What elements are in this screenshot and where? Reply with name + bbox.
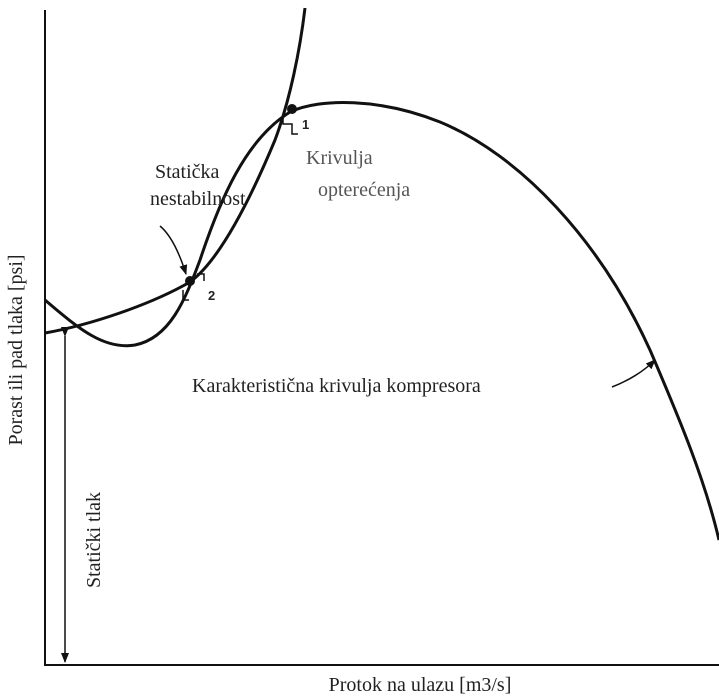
x-axis-label: Protok na ulazu [m3/s]: [329, 674, 512, 696]
marker-2: [182, 273, 205, 301]
compressor-curve: [44, 101, 719, 541]
instability-label: Statička: [155, 161, 220, 183]
load-curve-label: opterećenja: [318, 179, 410, 201]
instability-arrow: [159, 225, 188, 275]
load-curve-label: Krivulja: [306, 147, 373, 169]
point-2: [185, 276, 195, 286]
load-curve: [44, 7, 307, 335]
point-1-label: 1: [302, 117, 309, 132]
point-1: [287, 104, 297, 114]
marker-1: [282, 118, 298, 135]
instability-label: nestabilnost: [150, 188, 246, 210]
y-axis-label: Porast ili pad tlaka [psi]: [5, 254, 27, 445]
compressor-arrow: [611, 359, 656, 388]
compressor-curve-label: Karakteristična krivulja kompresora: [192, 375, 481, 397]
static-pressure-label: Statički tlak: [83, 492, 105, 588]
point-2-label: 2: [208, 288, 215, 303]
